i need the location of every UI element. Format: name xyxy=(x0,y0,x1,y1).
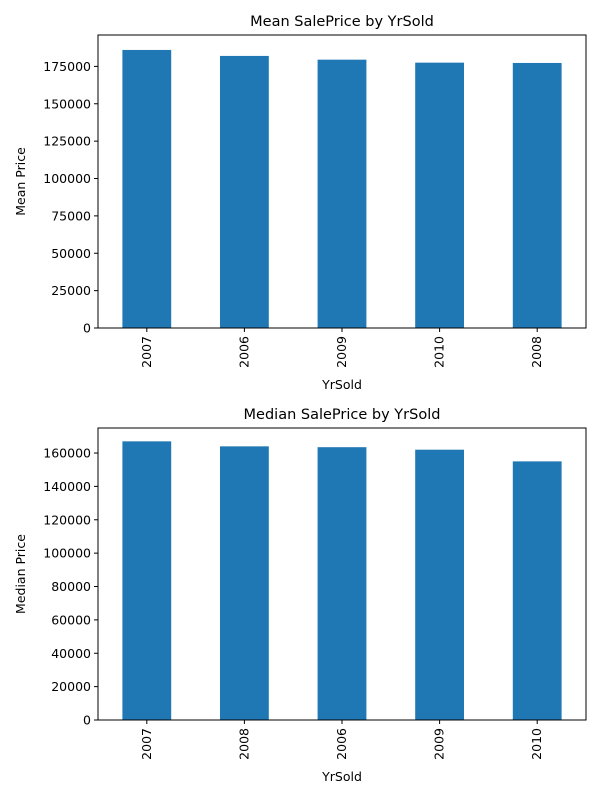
y-tick-label: 50000 xyxy=(51,246,91,261)
y-axis-label: Median Price xyxy=(13,534,28,614)
y-tick-label: 75000 xyxy=(51,208,91,223)
x-tick-label: 2009 xyxy=(334,336,349,368)
y-tick-label: 20000 xyxy=(51,679,91,694)
x-tick-label: 2007 xyxy=(139,728,154,760)
y-axis-label: Mean Price xyxy=(13,147,28,216)
y-ticks: 0 20000 40000 60000 80000 100000 120000 140000 1… xyxy=(43,446,98,728)
y-tick-label: 175000 xyxy=(43,59,91,74)
plot-frame xyxy=(97,427,587,721)
y-tick-label: 120000 xyxy=(43,512,91,527)
y-tick-label: 40000 xyxy=(51,646,91,661)
x-tick-label: 2008 xyxy=(529,336,544,368)
x-ticks: 2007 2006 2009 2010 2008 xyxy=(139,328,544,368)
x-ticks: 2007 2008 2006 2009 2010 xyxy=(139,720,544,760)
bar-2009 xyxy=(317,59,367,328)
bar-2010 xyxy=(512,461,562,720)
y-tick-label: 100000 xyxy=(43,171,91,186)
chart-mean-saleprice: Mean SalePrice by YrSold YrSold Mean Pri… xyxy=(13,14,587,392)
x-axis-label: YrSold xyxy=(321,377,362,392)
bar-2009 xyxy=(415,449,464,720)
y-tick-label: 160000 xyxy=(43,446,91,461)
chart-median-saleprice: Median SalePrice by YrSold YrSold Median… xyxy=(13,407,587,784)
x-tick-label: 2008 xyxy=(236,728,251,760)
bar-2007 xyxy=(122,49,172,329)
y-tick-label: 0 xyxy=(83,321,91,336)
x-tick-label: 2006 xyxy=(334,728,349,760)
bar-2006 xyxy=(220,55,269,329)
chart-title: Median SalePrice by YrSold xyxy=(244,407,441,423)
bars xyxy=(122,49,562,329)
bar-2010 xyxy=(415,62,464,329)
x-tick-label: 2009 xyxy=(432,728,447,760)
y-tick-label: 25000 xyxy=(51,283,91,298)
bar-2008 xyxy=(220,446,269,720)
y-tick-label: 140000 xyxy=(43,479,91,494)
y-tick-label: 125000 xyxy=(43,134,91,149)
bar-2008 xyxy=(512,62,562,329)
y-tick-label: 150000 xyxy=(43,96,91,111)
bars xyxy=(122,441,562,720)
x-tick-label: 2007 xyxy=(139,336,154,368)
x-axis-label: YrSold xyxy=(321,769,362,784)
y-tick-label: 80000 xyxy=(51,579,91,594)
plot-frame xyxy=(97,34,587,329)
x-tick-label: 2010 xyxy=(529,728,544,760)
y-ticks: 0 25000 50000 75000 100000 125000 150000 175000 xyxy=(43,59,98,336)
y-tick-label: 0 xyxy=(83,713,91,728)
y-tick-label: 100000 xyxy=(43,546,91,561)
bar-2006 xyxy=(317,447,367,720)
x-tick-label: 2010 xyxy=(432,336,447,368)
y-tick-label: 60000 xyxy=(51,612,91,627)
bar-2007 xyxy=(122,441,172,720)
x-tick-label: 2006 xyxy=(236,336,251,368)
chart-title: Mean SalePrice by YrSold xyxy=(250,14,434,30)
